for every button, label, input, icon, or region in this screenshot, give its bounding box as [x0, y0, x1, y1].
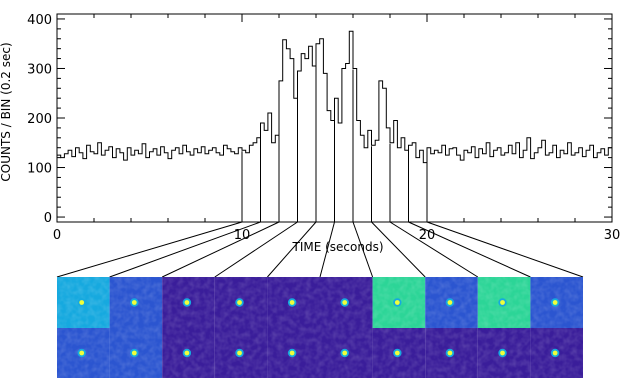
fan-line	[319, 221, 335, 278]
fan-line	[408, 221, 531, 278]
image-panel-bottom	[214, 328, 268, 378]
y-tick-label: 300	[27, 62, 52, 77]
source-core	[184, 300, 190, 305]
image-strip	[57, 277, 583, 378]
source-core	[552, 300, 558, 305]
source-core	[79, 300, 85, 305]
x-tick-label: 10	[234, 228, 251, 243]
image-panel-top	[477, 277, 531, 328]
source-core	[289, 350, 295, 356]
source-core	[447, 300, 453, 305]
image-panel-top	[214, 277, 268, 328]
source-core	[342, 350, 348, 356]
image-panel-bottom	[372, 328, 426, 378]
y-tick-label: 0	[44, 211, 52, 226]
source-core	[289, 300, 295, 305]
x-tick-label: 30	[604, 228, 621, 243]
source-core	[237, 300, 242, 305]
source-core	[500, 300, 505, 305]
source-core	[552, 350, 558, 356]
fan-line	[426, 221, 584, 278]
image-panel-bottom	[425, 328, 478, 378]
image-panel-bottom	[109, 328, 163, 378]
image-panel-bottom	[162, 328, 215, 378]
image-panel-top	[109, 277, 163, 328]
fan-line	[267, 221, 317, 278]
image-panel-bottom	[267, 328, 320, 378]
image-panel-top	[372, 277, 426, 328]
image-panel-top	[267, 277, 320, 328]
fan-line	[56, 221, 243, 278]
source-core	[447, 350, 453, 356]
image-panel-top	[530, 277, 583, 328]
source-core	[79, 350, 85, 356]
x-tick-label: 0	[53, 228, 61, 243]
x-axis: 0 10 20 30	[53, 14, 620, 243]
fan-line	[214, 221, 298, 278]
source-core	[394, 300, 400, 305]
source-core	[237, 350, 242, 356]
y-axis: 0 100 200 300 400	[27, 13, 612, 226]
source-core	[500, 350, 505, 356]
fan-line	[109, 221, 261, 278]
x-axis-title: TIME (seconds)	[291, 240, 383, 254]
source-core	[184, 350, 190, 356]
source-core	[131, 300, 137, 305]
y-tick-label: 400	[27, 13, 52, 28]
image-panel-top	[320, 277, 373, 328]
fan-line	[371, 221, 426, 278]
source-core	[394, 350, 400, 356]
source-core	[342, 300, 348, 305]
fan-line	[389, 221, 479, 278]
interval-markers	[56, 44, 584, 278]
y-tick-label: 100	[27, 162, 52, 177]
image-panel-top	[425, 277, 478, 328]
fan-line	[161, 221, 280, 278]
y-axis-title: COUNTS / BIN (0.2 sec)	[0, 42, 13, 181]
y-tick-label: 200	[27, 112, 52, 127]
fan-line	[352, 221, 374, 278]
image-panel-bottom	[477, 328, 531, 378]
image-panel-bottom	[57, 328, 110, 378]
image-panel-top	[57, 277, 110, 328]
image-panel-bottom	[530, 328, 583, 378]
source-core	[131, 350, 137, 356]
image-panel-bottom	[320, 328, 373, 378]
image-panel-top	[162, 277, 215, 328]
